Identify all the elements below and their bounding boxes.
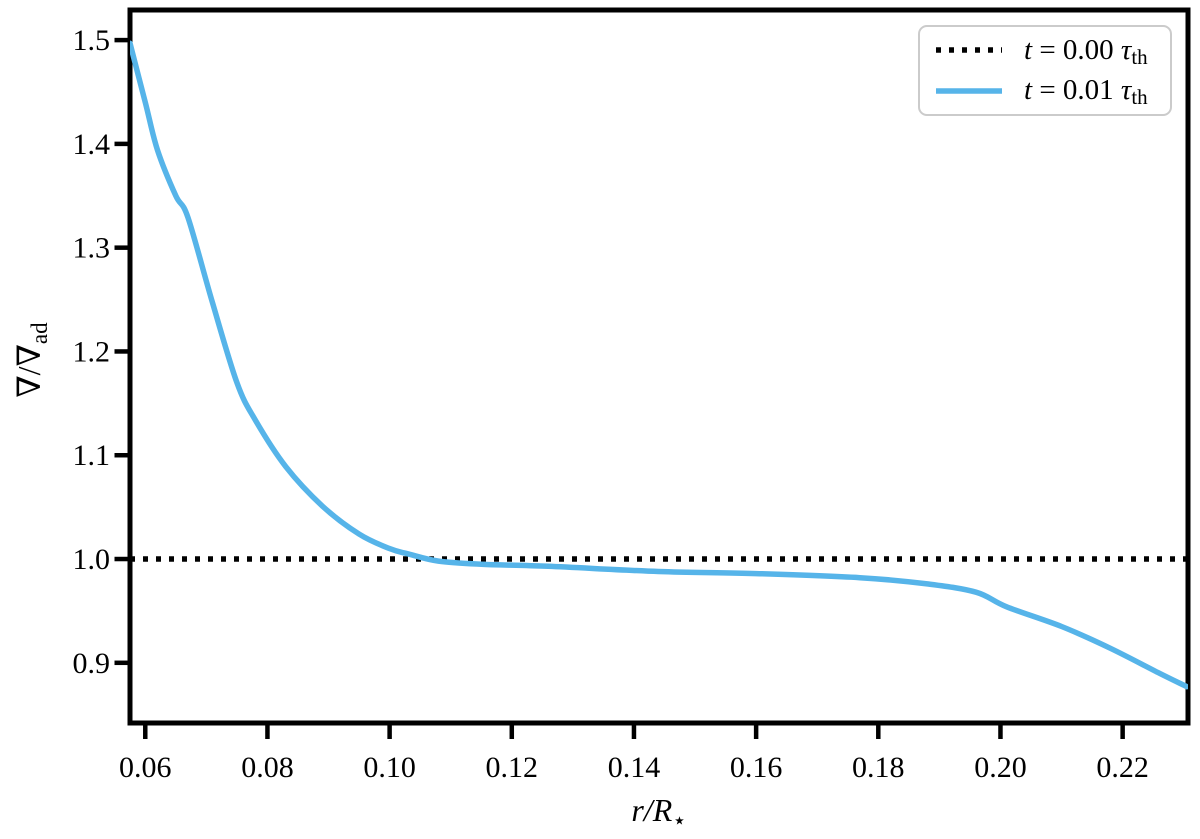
x-tick-label: 0.06	[119, 751, 172, 784]
x-tick-label: 0.16	[730, 751, 783, 784]
legend-entry-label: t = 0.01 τth	[1024, 74, 1148, 108]
ticks-layer: 0.06 0.08 0.10 0.12 0.14 0.16 0.18 0.20 0.22 0.9 1…	[73, 24, 1149, 784]
legend-var: t	[1024, 74, 1033, 107]
y-axis-label: ∇/∇ad	[11, 322, 52, 398]
legend: t = 0.00 τth t = 0.01 τth	[918, 25, 1172, 116]
y-tick-label: 1.0	[73, 543, 111, 576]
legend-value: = 0.00	[1032, 33, 1121, 66]
x-tick-label: 0.14	[608, 751, 661, 784]
legend-value: = 0.01	[1032, 74, 1121, 107]
legend-tau: τ	[1120, 33, 1132, 66]
y-tick-label: 1.4	[73, 128, 111, 161]
x-tick-label: 0.08	[241, 751, 294, 784]
x-axis-label: r/R⋆	[631, 792, 686, 833]
legend-subscript: th	[1131, 44, 1148, 69]
y-tick-label: 1.1	[73, 439, 111, 472]
y-tick-label: 1.5	[73, 24, 111, 57]
y-tick-label: 0.9	[73, 647, 111, 680]
axes-spines	[127, 7, 1191, 726]
solid-line-sample-icon	[936, 88, 1002, 94]
x-tick-label: 0.22	[1096, 751, 1149, 784]
x-axis-label-subscript: ⋆	[672, 808, 686, 833]
y-tick-label: 1.3	[73, 232, 111, 265]
legend-entry-label: t = 0.00 τth	[1024, 33, 1148, 67]
legend-var: t	[1024, 33, 1033, 66]
series-layer	[130, 40, 1188, 690]
legend-entry: t = 0.01 τth	[934, 72, 1156, 111]
y-tick-label: 1.2	[73, 335, 111, 368]
x-tick-label: 0.20	[974, 751, 1027, 784]
legend-subscript: th	[1131, 85, 1148, 110]
line-series	[130, 40, 1188, 690]
x-tick-label: 0.18	[852, 751, 905, 784]
legend-entry: t = 0.00 τth	[934, 31, 1156, 70]
x-tick-label: 0.10	[363, 751, 416, 784]
dotted-line-sample-icon	[936, 47, 1002, 53]
legend-tau: τ	[1120, 74, 1132, 107]
y-axis-label-subscript: ad	[27, 322, 52, 344]
x-tick-label: 0.12	[486, 751, 539, 784]
